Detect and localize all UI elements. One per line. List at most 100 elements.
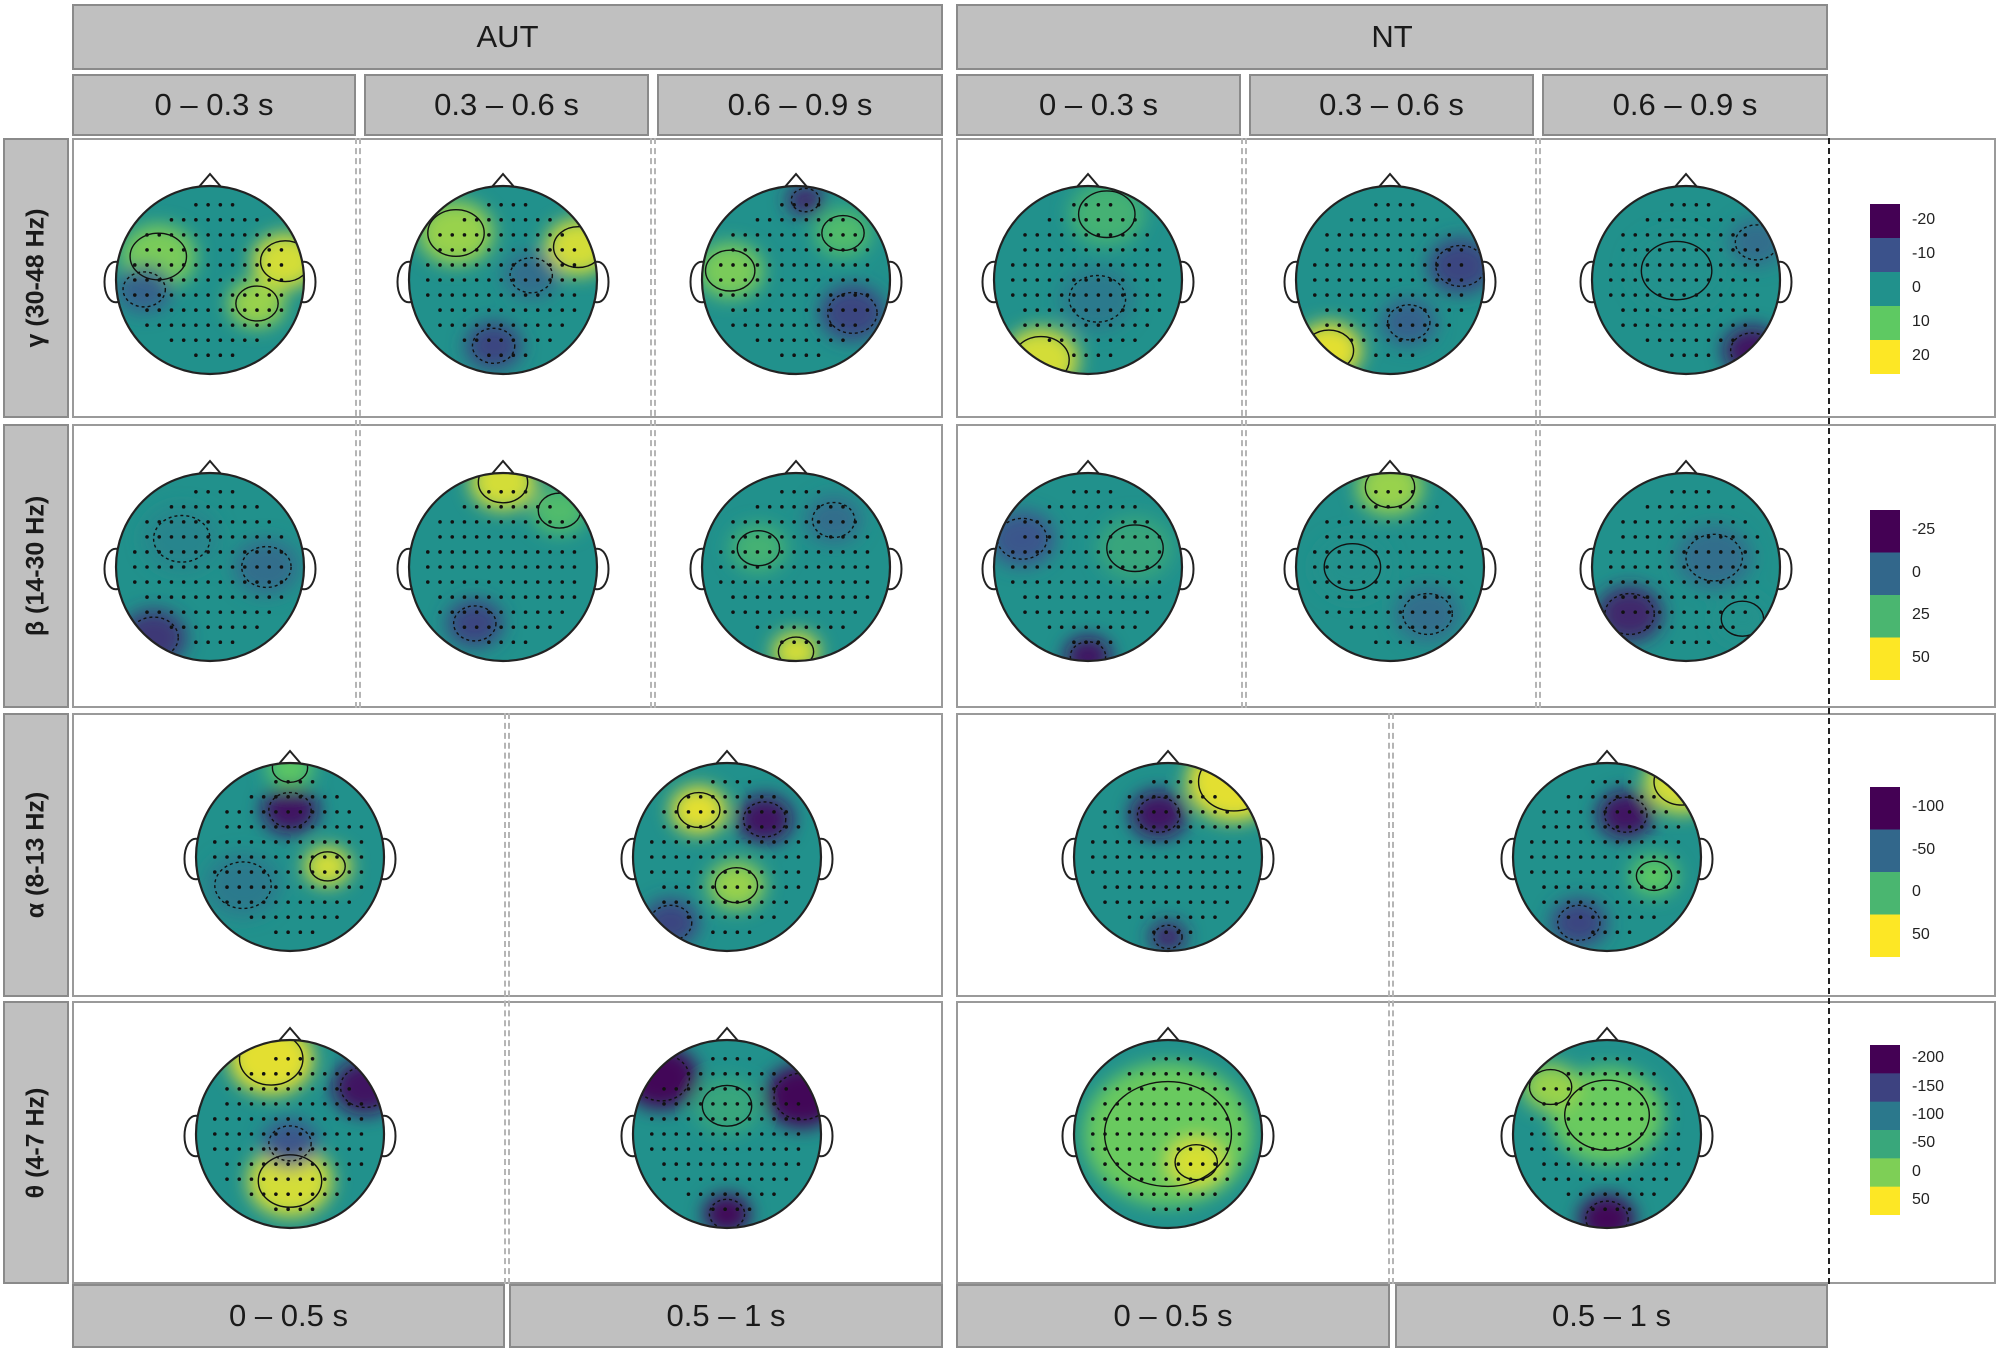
electrode [1145, 248, 1150, 252]
electrode [523, 248, 528, 252]
electrode [1694, 565, 1699, 569]
electrode [804, 550, 809, 554]
electrode [1200, 1147, 1205, 1151]
topomap-nt-alpha-0-0.5s [1061, 749, 1275, 953]
head-outline [1511, 1038, 1703, 1230]
electrode [1084, 595, 1088, 599]
electrode [1313, 550, 1317, 554]
electrode [1542, 840, 1546, 844]
electrode [523, 308, 528, 312]
ear-left [396, 260, 412, 304]
electrode [723, 1057, 727, 1061]
electrode [499, 640, 503, 644]
electrode [1578, 1117, 1583, 1121]
electrode [1139, 1192, 1144, 1196]
electrode [1410, 233, 1415, 237]
electrode [1096, 338, 1101, 342]
electrode [1422, 293, 1427, 297]
electrode [242, 505, 247, 509]
electrode [1103, 1087, 1107, 1091]
contour-line [1323, 542, 1382, 592]
electrode [310, 1102, 315, 1106]
electrode [759, 840, 764, 844]
electrode [1603, 1117, 1607, 1121]
electrode [462, 233, 467, 237]
electrode [1023, 233, 1027, 237]
electrode [1682, 353, 1686, 357]
electrode [1133, 278, 1137, 282]
electrode [1410, 520, 1415, 524]
electrode [1047, 565, 1052, 569]
band-label-alpha: α (8-13 Hz) [3, 713, 69, 997]
electrode [511, 640, 516, 644]
electrode [662, 840, 666, 844]
electrode [511, 490, 516, 494]
electrode [1200, 915, 1205, 919]
electrode [1603, 930, 1607, 934]
electrode [662, 1147, 666, 1151]
electrode [286, 1057, 290, 1061]
electrode [499, 218, 503, 222]
contour-line [427, 208, 485, 258]
electrode [286, 1147, 290, 1151]
electrode [1374, 625, 1378, 629]
electrode [1591, 825, 1595, 829]
electrode [1072, 233, 1076, 237]
electrode [1676, 870, 1681, 874]
electrode [286, 810, 290, 814]
electrode [1127, 1192, 1132, 1196]
electrode [310, 1162, 315, 1166]
electrode [1188, 1072, 1193, 1076]
electrode [1084, 550, 1088, 554]
electrode [1718, 610, 1723, 614]
electrode [523, 490, 528, 494]
activity-region [670, 786, 727, 834]
electrode [560, 233, 565, 237]
electrode [1084, 565, 1088, 569]
electrode [242, 218, 247, 222]
electrode [523, 505, 528, 509]
electrode [1139, 810, 1144, 814]
window-label: 0.3 – 0.6 s [1319, 87, 1464, 122]
electrode [1164, 1207, 1168, 1211]
electrode [828, 278, 833, 282]
contour-line [1077, 190, 1136, 239]
electrode [792, 580, 796, 584]
electrode [225, 1147, 229, 1151]
colorbar-tick-label: -10 [1912, 245, 1936, 262]
electrode [1213, 1147, 1217, 1151]
electrode [1139, 825, 1144, 829]
electrode [1127, 1072, 1132, 1076]
electrode [267, 233, 272, 237]
electrode [755, 610, 760, 614]
electrode [731, 278, 735, 282]
electrode [298, 825, 303, 829]
electrode [310, 885, 315, 889]
electrode [735, 840, 740, 844]
electrode [711, 825, 715, 829]
electrode [723, 1117, 727, 1121]
electrode [1164, 1147, 1168, 1151]
electrode [1152, 1117, 1156, 1121]
head-outline [1072, 761, 1264, 953]
electrode [1694, 293, 1699, 297]
electrode [225, 900, 229, 904]
colorbar-tick-label: -100 [1912, 798, 1945, 816]
electrode [1188, 1147, 1193, 1151]
electrode [322, 1087, 327, 1091]
nose [197, 459, 223, 476]
activity-region [1597, 790, 1654, 839]
electrode [1657, 550, 1662, 554]
electrode [1349, 520, 1354, 524]
colorbar-segment [1870, 238, 1900, 273]
electrode [1349, 263, 1354, 267]
electrode [255, 625, 259, 629]
electrode [1127, 915, 1132, 919]
electrode [535, 550, 540, 554]
electrode [816, 625, 821, 629]
electrode [1657, 278, 1662, 282]
electrode [674, 900, 679, 904]
electrode [1615, 1117, 1620, 1121]
electrode [1047, 233, 1052, 237]
electrode [1200, 1072, 1205, 1076]
